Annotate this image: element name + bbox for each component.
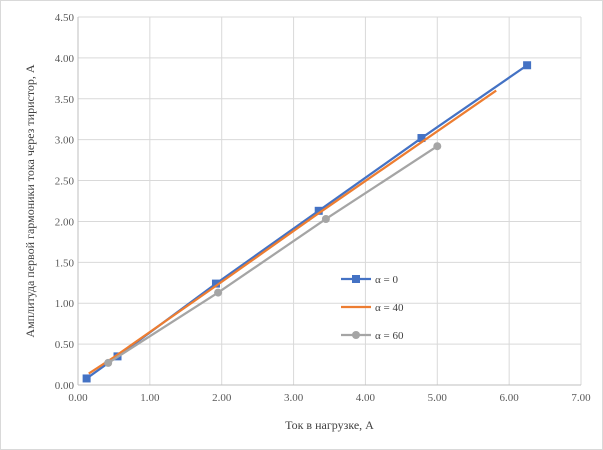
- x-tick-label: 6.00: [500, 392, 520, 404]
- y-tick-label: 1.50: [55, 257, 75, 269]
- legend-marker: [352, 275, 360, 283]
- data-point: [82, 374, 91, 383]
- legend-marker: [352, 331, 360, 339]
- legend-label: α = 60: [375, 330, 404, 342]
- x-tick-label: 1.00: [140, 392, 160, 404]
- legend-item: α = 0: [341, 274, 398, 286]
- data-point: [523, 61, 532, 70]
- data-point: [314, 206, 323, 215]
- x-tick-label: 4.00: [356, 392, 376, 404]
- y-tick-label: 0.50: [55, 339, 75, 351]
- x-axis-title: Ток в нагрузке, А: [285, 418, 374, 432]
- y-tick-label: 1.00: [55, 298, 75, 310]
- data-point: [417, 134, 426, 143]
- legend: α = 0 α = 40 α = 60: [341, 274, 404, 342]
- series-layer: [82, 61, 532, 383]
- y-tick-label: 4.50: [55, 12, 75, 24]
- x-tick-label: 2.00: [212, 392, 232, 404]
- legend-label: α = 40: [375, 302, 404, 314]
- axes: [77, 17, 581, 386]
- x-tick-label: 5.00: [428, 392, 448, 404]
- y-axis-title: Амплитуда первой гармоники тока через ти…: [23, 64, 37, 337]
- y-tick-label: 3.50: [55, 94, 75, 106]
- legend-item: α = 40: [341, 302, 404, 314]
- data-point: [104, 358, 113, 367]
- legend-label: α = 0: [375, 274, 398, 286]
- data-point: [214, 288, 223, 297]
- y-tick-label: 3.00: [55, 135, 75, 147]
- y-tick-label: 2.00: [55, 216, 75, 228]
- y-tick-label: 0.00: [55, 380, 75, 392]
- data-point: [211, 279, 220, 288]
- data-point: [433, 142, 442, 151]
- x-tick-labels: 0.00 1.00 2.00 3.00 4.00 5.00 6.00 7.00: [68, 392, 591, 404]
- y-tick-labels: 0.00 0.50 1.00 1.50 2.00 2.50 3.00 3.50 4.00 4.50: [55, 12, 75, 392]
- y-tick-label: 4.00: [55, 53, 75, 65]
- x-tick-label: 0.00: [68, 392, 88, 404]
- series-3: [104, 142, 442, 367]
- y-tick-label: 2.50: [55, 176, 75, 188]
- legend-item: α = 60: [341, 330, 404, 342]
- data-point: [321, 214, 330, 223]
- x-tick-label: 3.00: [284, 392, 304, 404]
- series-line: [107, 145, 438, 364]
- x-tick-label: 7.00: [571, 392, 591, 404]
